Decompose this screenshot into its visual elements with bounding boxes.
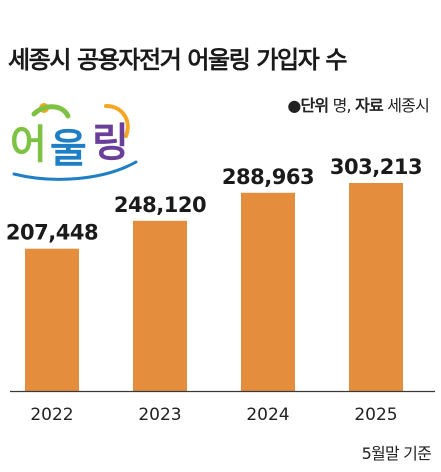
bar-2023 <box>133 220 187 391</box>
bar-value-label: 248,120 <box>114 193 206 217</box>
source-value: 세종시 <box>382 96 430 115</box>
bar-value-label: 303,213 <box>330 155 422 179</box>
x-tick-label: 2023 <box>138 405 181 425</box>
chart-title: 세종시 공용자전거 어울링 가입자 수 <box>8 46 347 74</box>
svg-text:울: 울 <box>50 126 86 172</box>
date-note: 5월말 기준 <box>361 444 432 463</box>
x-tick-label: 2025 <box>354 405 397 425</box>
source-label: 자료 <box>355 96 384 115</box>
unit-label: ●단위 <box>287 96 329 115</box>
eoulling-logo: 어 울 링 <box>10 103 138 181</box>
bar-value-label: 207,448 <box>6 221 98 245</box>
unit-source-note: ●단위 명, 자료 세종시 <box>287 92 429 116</box>
bar-value-label: 288,963 <box>222 165 314 189</box>
bar-2025 <box>349 183 403 391</box>
bar-2024 <box>241 192 295 391</box>
x-tick-label: 2022 <box>30 405 73 425</box>
bar-2022 <box>25 248 79 391</box>
svg-text:링: 링 <box>92 120 126 166</box>
unit-value: 명, <box>328 96 356 115</box>
svg-text:어: 어 <box>10 122 44 168</box>
x-tick-label: 2024 <box>246 405 289 425</box>
